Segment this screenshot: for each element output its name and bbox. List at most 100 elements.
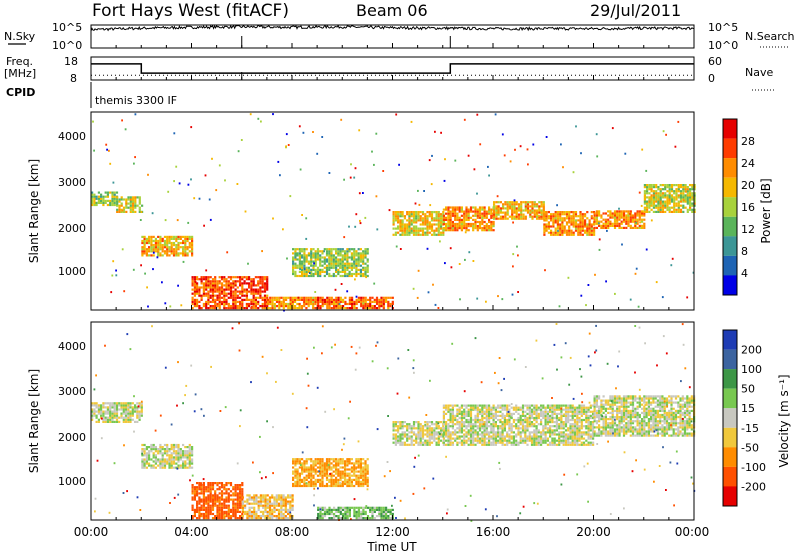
data-cell-61: [109, 416, 112, 419]
data-cell-428: [198, 517, 201, 520]
data-cell-725: [246, 502, 249, 505]
data-cell-1848: [469, 431, 473, 434]
data-cell-1998: [547, 215, 550, 218]
data-cell-153: [131, 402, 134, 405]
data-cell-593: [241, 282, 244, 285]
data-cell-635: [229, 482, 233, 485]
data-cell-1413: [403, 233, 406, 236]
data-cell-134: [127, 408, 130, 411]
data-cell-202: [145, 462, 148, 465]
data-cell-1844: [504, 211, 507, 214]
data-cell-1548: [415, 435, 418, 438]
data-cell-1834: [467, 423, 470, 426]
data-cell-737: [248, 496, 251, 499]
data-cell-839: [317, 300, 320, 303]
scatter-cell-200: [285, 145, 287, 148]
data-cell-1798: [492, 222, 495, 226]
data-cell-1971: [542, 201, 545, 204]
data-cell-866: [328, 296, 331, 299]
data-cell-529: [211, 484, 215, 487]
scatter-cell-12: [313, 262, 315, 265]
data-cell-1114: [314, 254, 317, 257]
data-cell-1818: [495, 209, 498, 212]
data-cell-1576: [442, 233, 445, 236]
freq-unit-label: [MHz]: [4, 67, 36, 80]
data-cell-171: [138, 410, 141, 413]
data-cell-362: [200, 298, 203, 301]
data-cell-1891: [517, 205, 521, 208]
data-cell-1650: [456, 225, 459, 228]
data-cell-1774: [458, 421, 461, 424]
data-cell-2399: [652, 194, 655, 197]
data-cell-2322: [636, 214, 639, 217]
data-cell-248: [157, 448, 160, 451]
data-cell-1120: [332, 484, 335, 488]
data-cell-374: [202, 290, 205, 293]
data-cell-1073: [321, 466, 324, 469]
data-cell-189: [157, 246, 160, 249]
data-cell-1519: [406, 425, 409, 428]
data-cell-1819: [465, 425, 468, 428]
data-cell-106: [120, 406, 123, 409]
data-cell-47: [104, 412, 107, 415]
data-cell-1366: [348, 515, 351, 518]
data-cell-2410: [655, 194, 658, 197]
data-cell-191: [143, 466, 146, 469]
data-cell-660: [234, 490, 237, 493]
data-cell-188: [141, 450, 144, 453]
data-cell-1979: [488, 439, 491, 442]
data-cell-1958: [483, 404, 486, 407]
data-cell-1280: [364, 474, 367, 477]
scatter-cell-217: [395, 113, 398, 116]
data-cell-12: [93, 404, 96, 407]
data-cell-1077: [321, 458, 324, 461]
scatter-cell-174: [449, 247, 452, 250]
data-cell-372: [202, 294, 205, 297]
data-cell-652: [254, 305, 257, 308]
data-cell-747: [275, 296, 279, 299]
data-cell-2034: [494, 431, 497, 434]
data-cell-260: [177, 254, 180, 257]
data-cell-1696: [465, 206, 468, 209]
data-cell-1741: [451, 404, 454, 407]
data-cell-1199: [335, 274, 338, 278]
data-cell-2376: [648, 196, 651, 199]
data-cell-438: [214, 298, 217, 301]
data-cell-333: [177, 450, 180, 453]
data-cell-341: [196, 302, 199, 306]
data-cell-493: [223, 288, 226, 291]
data-cell-2509: [675, 204, 678, 207]
data-cell-791: [262, 496, 265, 499]
data-cell-1532: [410, 435, 413, 438]
data-cell-1894: [476, 437, 479, 440]
data-cell-1744: [454, 433, 457, 436]
data-cell-2571: [686, 188, 689, 191]
data-cell-873: [333, 305, 336, 308]
data-cell-70: [111, 418, 114, 421]
data-cell-952: [296, 462, 299, 465]
data-cell-236: [170, 250, 173, 253]
data-cell-1315: [323, 512, 327, 516]
data-cell-371: [188, 466, 191, 469]
data-cell-502: [225, 294, 228, 297]
data-cell-1477: [417, 219, 420, 222]
data-cell-136: [141, 239, 144, 243]
data-cell-548: [234, 305, 237, 308]
scatter-cell-248: [147, 305, 149, 308]
data-cell-2456: [664, 196, 667, 199]
data-cell-124: [138, 202, 141, 205]
data-cell-1965: [485, 427, 488, 430]
data-cell-1039: [314, 464, 317, 467]
data-cell-664: [257, 300, 260, 303]
data-cell-2443: [661, 204, 664, 207]
scatter-cell-172: [434, 303, 437, 306]
data-cell-487: [207, 512, 210, 516]
data-cell-570: [239, 307, 242, 310]
data-cell-1206: [348, 468, 351, 471]
data-cell-2382: [650, 204, 653, 207]
data-cell-535: [232, 302, 235, 306]
data-cell-43: [109, 199, 112, 202]
data-cell-1418: [403, 223, 406, 226]
data-cell-502: [209, 512, 212, 516]
data-cell-1828: [467, 439, 470, 442]
